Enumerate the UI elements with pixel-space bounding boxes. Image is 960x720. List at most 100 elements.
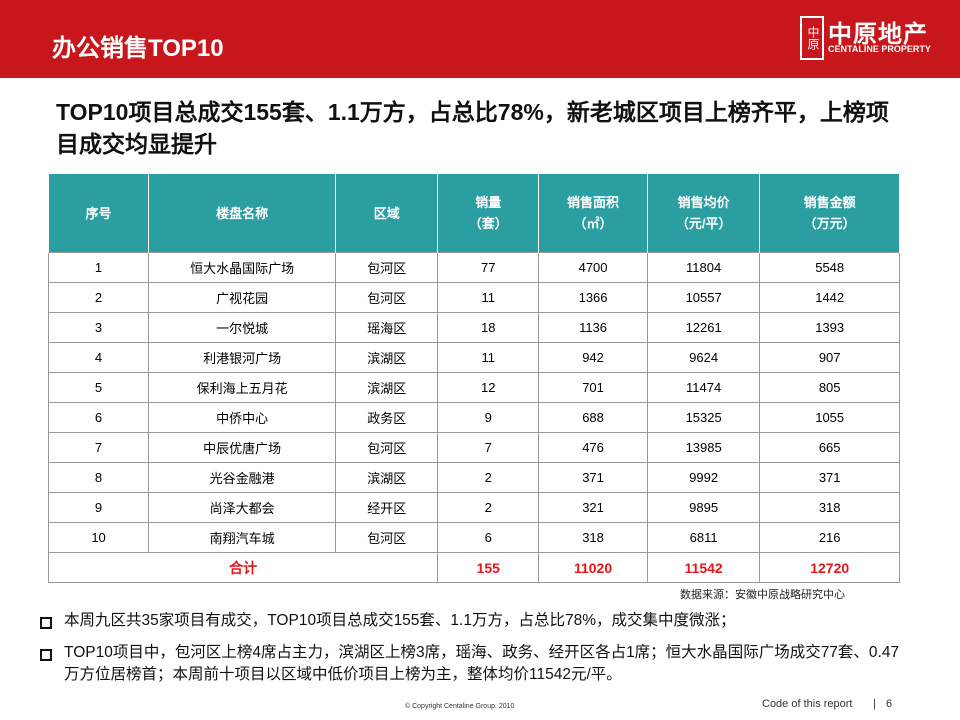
table-cell: 2 — [437, 462, 540, 493]
table-cell: 907 — [759, 342, 900, 373]
table-cell: 11474 — [646, 372, 761, 403]
table-cell: 10 — [47, 522, 150, 553]
table-cell: 包河区 — [335, 432, 439, 463]
table-cell: 6 — [437, 522, 540, 553]
logo-english: CENTALINE PROPERTY — [828, 44, 931, 54]
column-header-line: 楼盘名称 — [216, 205, 269, 221]
separator: | — [873, 698, 876, 710]
table-cell: 4700 — [538, 252, 648, 283]
report-code: Code of this report — [762, 698, 853, 710]
table-cell: 8 — [47, 462, 150, 493]
table-cell: 18 — [437, 312, 540, 343]
sales-table: 序号 楼盘名称 区域 销量 （套） 销售面积 （㎡） 销售均价 （元/平） 销售金额 （万元） 1 恒大… — [47, 174, 900, 583]
table-cell: 942 — [538, 342, 648, 373]
table-cell: 688 — [538, 402, 648, 433]
table-cell: 中辰优唐广场 — [148, 432, 337, 463]
table-cell: 广视花园 — [148, 282, 337, 313]
source-note: 数据来源：安徽中原战略研究中心 — [680, 589, 845, 601]
table-cell: 1136 — [538, 312, 648, 343]
table-cell: 12261 — [646, 312, 761, 343]
table-cell: 77 — [437, 252, 540, 283]
table-cell: 滨湖区 — [335, 462, 439, 493]
table-cell: 321 — [538, 492, 648, 523]
table-row: 1 恒大水晶国际广场 包河区 77 4700 11804 5548 — [47, 252, 900, 283]
column-header-line: 销量 — [475, 195, 502, 210]
table-cell: 701 — [538, 372, 648, 403]
table-cell: 1 — [47, 252, 150, 283]
headline: TOP10项目总成交155套、1.1万方，占总比78%，新老城区项目上榜齐平，上… — [56, 99, 889, 157]
column-header-line: （元/平） — [675, 216, 732, 231]
column-header-line: （套） — [468, 216, 508, 231]
table-cell: 7 — [437, 432, 540, 463]
table-cell: 包河区 — [335, 252, 439, 283]
column-header: 销售面积 （㎡） — [538, 174, 648, 253]
column-header: 区域 — [335, 174, 439, 253]
bullet-text: 本周九区共35家项目有成交，TOP10项目总成交155套、1.1万方，占总比78… — [64, 612, 736, 629]
table-cell: 371 — [759, 462, 900, 493]
total-cell: 11542 — [646, 552, 761, 583]
copyright: © Copyright Centaline Group. 2010 — [405, 703, 515, 710]
total-cell: 合计 — [47, 552, 439, 583]
table-row: 3 一尔悦城 瑶海区 18 1136 12261 1393 — [47, 312, 900, 343]
page-number: 6 — [886, 698, 893, 710]
column-header-line: 销售面积 — [567, 195, 620, 210]
table-cell: 805 — [759, 372, 900, 403]
table-cell: 3 — [47, 312, 150, 343]
table-row: 2 广视花园 包河区 11 1366 10557 1442 — [47, 282, 900, 313]
table-row: 7 中辰优唐广场 包河区 7 476 13985 665 — [47, 432, 900, 463]
logo-name: 中原地产 — [828, 21, 928, 48]
table-cell: 南翔汽车城 — [148, 522, 337, 553]
column-header-line: 区域 — [373, 205, 400, 221]
table-cell: 13985 — [646, 432, 761, 463]
table-cell: 保利海上五月花 — [148, 372, 337, 403]
column-header-line: （㎡） — [573, 216, 613, 231]
table-cell: 恒大水晶国际广场 — [148, 252, 337, 283]
table-cell: 9 — [47, 492, 150, 523]
bullet-marker — [40, 649, 52, 661]
column-header: 销售金额 （万元） — [759, 174, 900, 253]
table-cell: 光谷金融港 — [148, 462, 337, 493]
column-header: 销量 （套） — [437, 174, 540, 253]
table-cell: 9 — [437, 402, 540, 433]
table-cell: 7 — [47, 432, 150, 463]
column-header-line: 销售金额 — [803, 195, 856, 210]
table-row: 10 南翔汽车城 包河区 6 318 6811 216 — [47, 522, 900, 553]
table-cell: 瑶海区 — [335, 312, 439, 343]
table-cell: 尚泽大都会 — [148, 492, 337, 523]
table-cell: 318 — [538, 522, 648, 553]
table-row: 8 光谷金融港 滨湖区 2 371 9992 371 — [47, 462, 900, 493]
header-row: 序号 楼盘名称 区域 销量 （套） 销售面积 （㎡） 销售均价 （元/平） 销售金额 （万元） — [47, 174, 900, 253]
table-cell: 中侨中心 — [148, 402, 337, 433]
table-cell: 318 — [759, 492, 900, 523]
total-cell: 155 — [437, 552, 540, 583]
table-cell: 12 — [437, 372, 540, 403]
table-row: 5 保利海上五月花 滨湖区 12 701 11474 805 — [47, 372, 900, 403]
table-cell: 滨湖区 — [335, 342, 439, 373]
table-cell: 2 — [47, 282, 150, 313]
table-cell: 11804 — [646, 252, 761, 283]
table-cell: 9624 — [646, 342, 761, 373]
total-cell: 12720 — [759, 552, 900, 583]
table-cell: 9895 — [646, 492, 761, 523]
slide-title: 办公销售TOP10 — [52, 35, 224, 62]
table-cell: 476 — [538, 432, 648, 463]
column-header: 销售均价 （元/平） — [646, 174, 761, 253]
column-header-line: （万元） — [803, 216, 856, 231]
table-cell: 包河区 — [335, 282, 439, 313]
table-cell: 2 — [437, 492, 540, 523]
table-cell: 9992 — [646, 462, 761, 493]
table-cell: 4 — [47, 342, 150, 373]
table-cell: 1366 — [538, 282, 648, 313]
total-cell: 11020 — [538, 552, 648, 583]
column-header-line: 销售均价 — [677, 195, 730, 210]
table-cell: 6811 — [646, 522, 761, 553]
column-header: 楼盘名称 — [148, 174, 337, 253]
table-cell: 包河区 — [335, 522, 439, 553]
table-row: 6 中侨中心 政务区 9 688 15325 1055 — [47, 402, 900, 433]
table-cell: 15325 — [646, 402, 761, 433]
table-cell: 10557 — [646, 282, 761, 313]
table-cell: 经开区 — [335, 492, 439, 523]
table-cell: 5548 — [759, 252, 900, 283]
table-cell: 1393 — [759, 312, 900, 343]
